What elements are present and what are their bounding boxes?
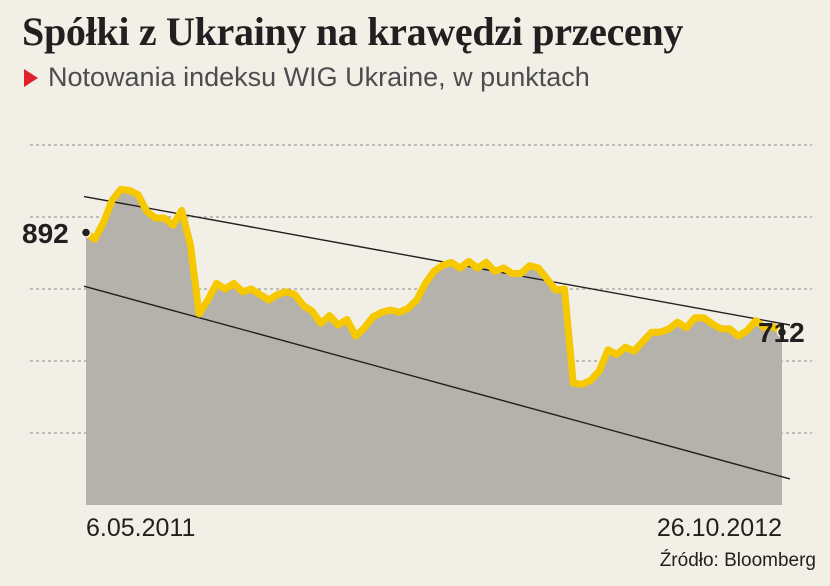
triangle-bullet-icon xyxy=(24,68,38,87)
chart-subtitle-text: Notowania indeksu WIG Ukraine, w punktac… xyxy=(48,62,590,92)
lower-trend-line xyxy=(83,285,791,480)
x-start-label: 6.05.2011 xyxy=(86,514,195,542)
series-line xyxy=(82,185,786,388)
x-end-label: 26.10.2012 xyxy=(657,514,782,542)
chart-subtitle: Notowania indeksu WIG Ukraine, w punktac… xyxy=(24,62,590,93)
upper-trend-line xyxy=(83,195,791,326)
start-point-marker xyxy=(80,227,92,238)
chart-title: Spółki z Ukrainy na krawędzi przeceny xyxy=(22,9,684,54)
start-value-label: 892 xyxy=(22,218,69,249)
end-value-label: 712 xyxy=(758,317,805,348)
area-fill xyxy=(86,189,782,506)
end-point-marker xyxy=(776,326,788,338)
source-note: Źródło: Bloomberg xyxy=(659,550,816,571)
